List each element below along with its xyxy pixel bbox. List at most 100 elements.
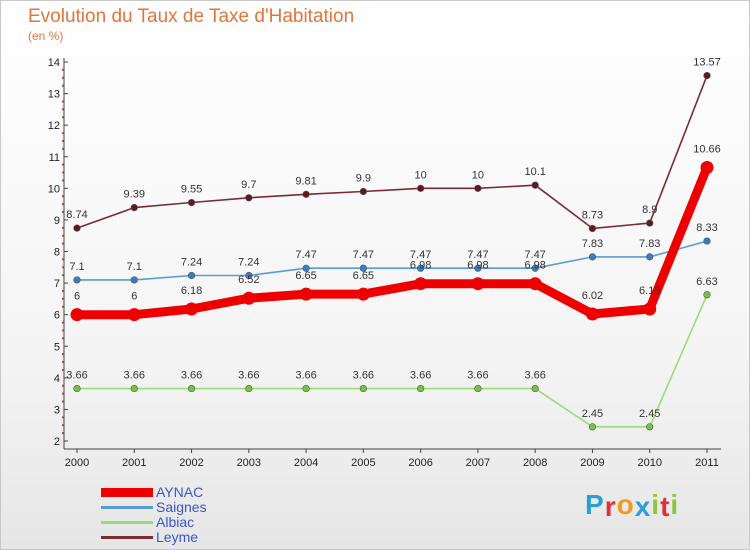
data-label-albiac: 3.66 [181,370,202,382]
series-line-leyme [76,74,708,230]
legend-label-albiac: Albiac [156,514,195,530]
y-tick-label: 5 [54,341,60,353]
data-point-aynac [356,287,370,301]
y-minor-tick [61,139,65,143]
data-label-saignes: 7.47 [353,249,374,261]
y-minor-tick [61,131,65,135]
series-line-albiac [76,293,708,428]
data-point-leyme [703,71,711,80]
legend-swatch-albiac [101,521,153,524]
x-tick-label: 2006 [408,457,432,469]
data-label-albiac: 3.66 [467,370,488,382]
data-point-aynac [185,302,199,316]
data-label-aynac: 6 [131,291,137,303]
data-label-aynac: 6.18 [639,285,660,297]
x-tick-label: 2011 [695,457,719,469]
data-label-saignes: 7.47 [467,249,488,261]
logo-letter: r [604,491,617,522]
y-minor-tick [61,234,65,237]
proxiti-logo: Proxiti [585,489,680,522]
data-label-albiac: 6.63 [696,276,717,288]
data-point-saignes [359,264,367,272]
data-point-leyme [130,203,138,212]
data-label-aynac: 6.65 [295,270,316,282]
data-point-saignes [130,276,138,284]
data-label-aynac: 6.98 [524,260,545,272]
data-point-albiac [703,291,711,299]
data-point-albiac [302,384,310,393]
x-tick-label: 2003 [237,457,261,469]
legend-item-leyme: Leyme [101,530,321,545]
data-point-saignes [245,271,253,280]
y-minor-tick [61,384,65,387]
y-tick-label: 11 [49,152,60,164]
series-layer [70,71,714,431]
data-label-leyme: 8.73 [582,209,603,221]
legend-item-aynac: AYNAC [101,485,321,500]
data-point-leyme [245,194,253,202]
data-point-albiac [474,384,482,393]
logo-letter: i [670,489,680,520]
y-minor-tick [61,329,65,332]
legend-item-albiac: Albiac [101,515,321,530]
y-tick-label: 4 [54,373,60,385]
data-label-leyme: 9.7 [241,179,256,191]
data-label-albiac: 2.45 [582,408,603,420]
data-label-saignes: 7.24 [181,257,202,269]
data-point-albiac [359,384,367,393]
y-minor-tick [61,258,65,261]
data-point-albiac [130,384,138,393]
y-tick-label: 3 [54,404,60,416]
y-minor-tick [61,266,65,269]
data-label-aynac: 6.18 [181,285,202,297]
data-label-saignes: 7.24 [238,257,259,269]
y-tick-label: 13 [48,89,60,101]
x-tick-label: 2004 [294,457,318,469]
legend-label-leyme: Leyme [156,529,199,545]
legend: AYNAC Saignes Albiac Leyme [101,485,321,545]
y-minor-tick [61,321,65,324]
y-minor-tick [61,84,65,87]
y-minor-tick [61,297,65,300]
data-point-leyme [359,187,367,196]
data-point-aynac [528,277,542,291]
y-minor-tick [61,353,65,356]
y-minor-tick [61,226,65,229]
data-point-leyme [417,184,425,192]
data-label-leyme: 9.39 [124,189,145,201]
data-label-aynac: 6.98 [467,260,488,272]
y-minor-tick [61,368,65,372]
data-point-albiac [245,384,253,393]
data-label-leyme: 10 [472,169,484,181]
data-point-leyme [646,219,654,227]
logo-letter: t [660,491,671,522]
y-minor-tick [61,203,65,206]
data-point-saignes [73,276,81,284]
y-minor-tick [61,100,65,103]
y-minor-tick [61,171,65,174]
data-label-saignes: 7.1 [127,261,142,273]
y-minor-tick [61,274,65,277]
y-minor-tick [61,76,65,79]
data-point-albiac [588,423,597,431]
data-label-saignes: 7.1 [69,261,84,273]
y-tick-label: 12 [48,120,60,132]
y-minor-tick [61,242,65,245]
data-label-saignes: 8.33 [696,222,717,234]
legend-label-aynac: AYNAC [156,484,204,500]
legend-label-saignes: Saignes [156,499,207,515]
series-line-aynac [72,163,712,320]
y-minor-tick [61,400,65,403]
legend-swatch-aynac [101,488,153,497]
x-tick-label: 2010 [637,457,661,469]
data-label-albiac: 3.66 [295,370,316,382]
data-label-leyme: 9.55 [181,184,202,196]
data-point-aynac [643,302,657,316]
axes: 2 3 4 5 6 7 8 9 10 11 12 13 14 2000 2001 2002 2003 2004 20… [48,57,721,469]
data-point-saignes [474,264,482,272]
data-point-leyme [531,181,539,189]
data-label-aynac: 6.65 [353,270,374,282]
y-minor-tick [61,337,65,340]
x-tick-label: 2000 [65,457,89,469]
